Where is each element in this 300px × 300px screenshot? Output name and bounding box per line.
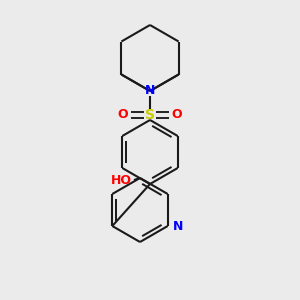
Text: HO: HO (111, 175, 132, 188)
Text: N: N (173, 220, 183, 232)
Text: O: O (118, 109, 128, 122)
Text: S: S (145, 108, 155, 122)
Text: N: N (145, 85, 155, 98)
Text: O: O (172, 109, 182, 122)
